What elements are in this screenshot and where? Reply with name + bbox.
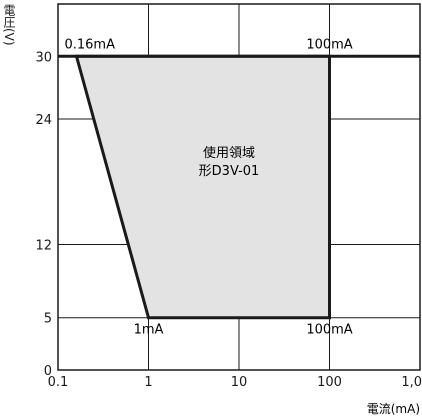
y-axis-label: 電圧(V)	[2, 4, 16, 49]
y-tick-label: 0	[44, 364, 52, 379]
annotations: 0.16mA 100mA 1mA 100mA	[64, 37, 352, 337]
annotation-label: 1mA	[134, 323, 164, 338]
y-tick-label: 24	[35, 113, 52, 128]
operating-region	[74, 54, 331, 320]
y-tick-label: 5	[44, 312, 52, 327]
annotation-label: 100mA	[306, 37, 352, 52]
y-tick-label: 12	[35, 239, 52, 254]
plot-frame	[57, 3, 421, 371]
x-axis-label: 電流(mA)	[367, 402, 420, 416]
annotation-label: 0.16mA	[64, 37, 115, 52]
region-label-line-1: 使用領域	[203, 145, 255, 161]
y-tick-label: 30	[35, 50, 52, 65]
x-tick-label: 1,000	[401, 375, 422, 390]
x-tick-label: 0.1	[48, 375, 69, 390]
annotation-label: 100mA	[306, 323, 352, 338]
x-tick-label: 10	[231, 375, 248, 390]
y-axis-label-text: 電圧(V)	[2, 4, 16, 46]
axis-ticks: 0.1 1 10 100 1,000 0 5 12 24 30	[35, 50, 422, 390]
region-label-line-2: 形D3V-01	[199, 164, 260, 179]
x-tick-label: 1	[144, 375, 152, 390]
x-tick-label: 100	[317, 375, 342, 390]
